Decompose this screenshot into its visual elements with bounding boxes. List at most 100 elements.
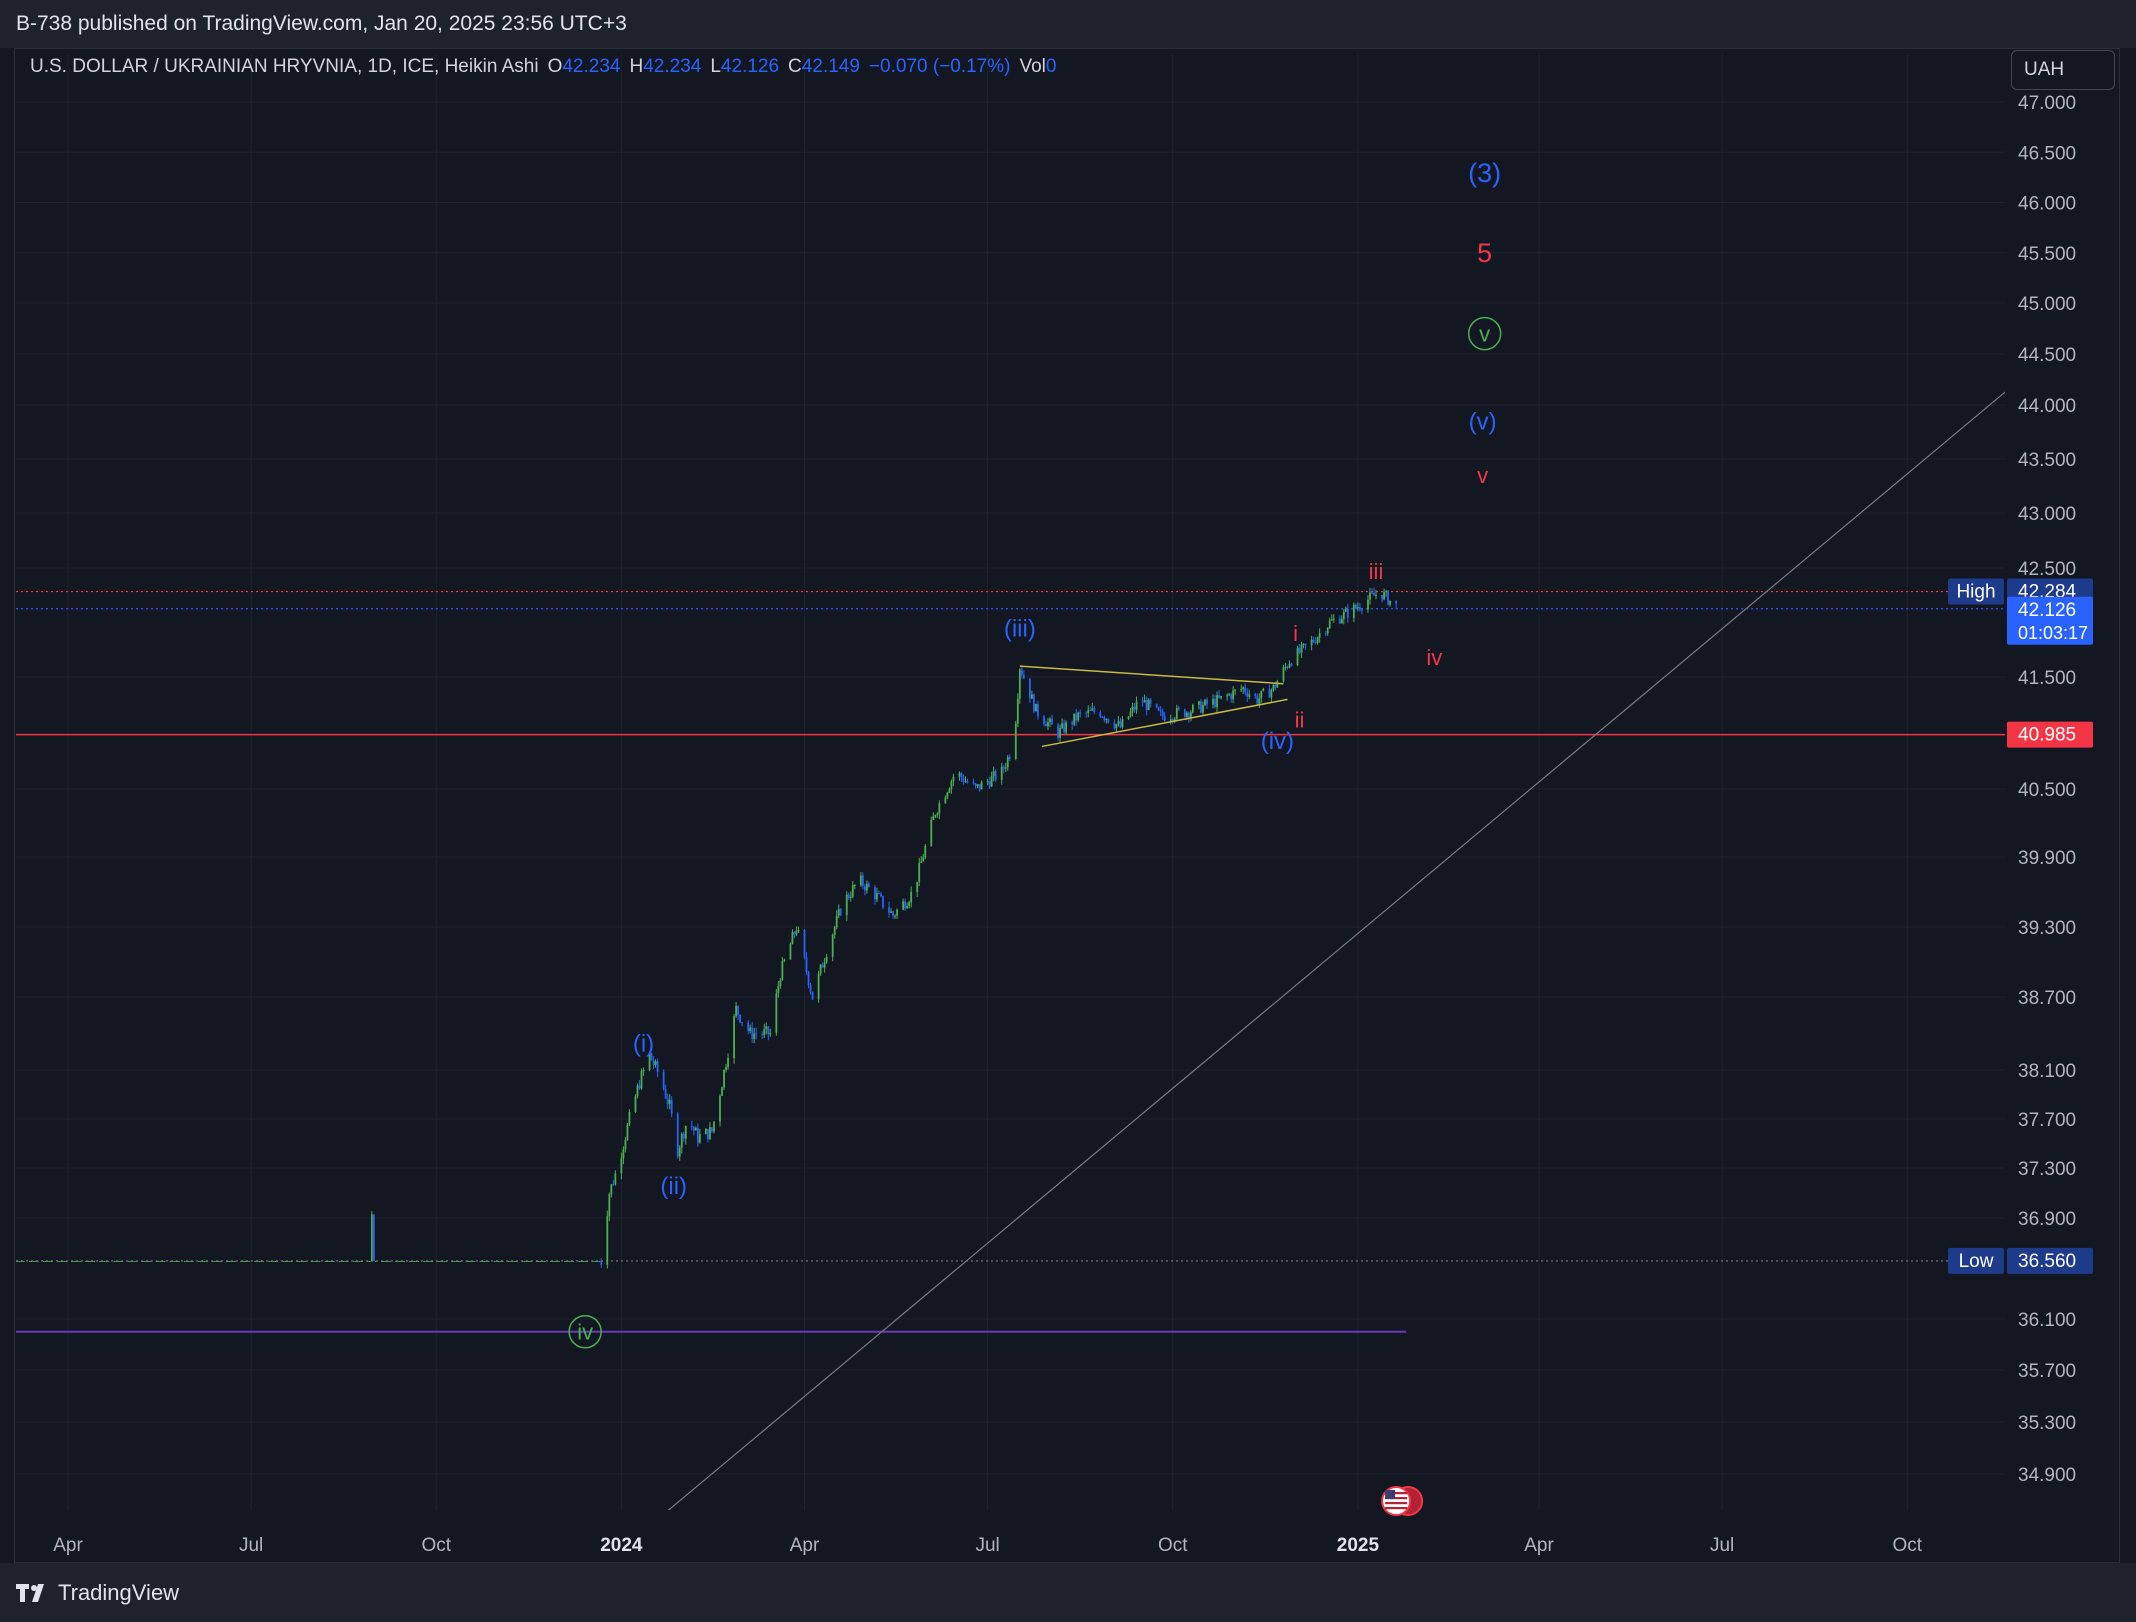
triangle-line-1[interactable] (1019, 665, 1284, 685)
low-value: 42.126 (720, 56, 780, 77)
candle-body (276, 1260, 279, 1262)
candle-body (342, 1260, 345, 1262)
price-tag-label-box (1948, 1247, 2004, 1274)
time-tick-label: Oct (1892, 1535, 1922, 1556)
candle-body (1256, 696, 1259, 704)
wave-label[interactable]: v (1479, 321, 1490, 346)
wave-label[interactable]: v (1477, 463, 1488, 488)
candle-body (9, 1261, 11, 1262)
candle-body (819, 964, 822, 974)
wave-label[interactable]: (3) (1468, 158, 1501, 188)
time-tick-label: Apr (53, 1535, 83, 1556)
candle-body (262, 1260, 265, 1262)
trend-line[interactable] (650, 390, 2008, 1526)
wave-label[interactable]: (iv) (1261, 728, 1294, 755)
candle-body (1187, 712, 1190, 718)
candle-body (692, 1126, 695, 1131)
candle-body (183, 1260, 186, 1262)
candle-body (1346, 608, 1349, 618)
price-tag-label: Low (1959, 1251, 1994, 1272)
candle-body (612, 1184, 615, 1186)
candle-body (831, 935, 834, 957)
triangle-line-2[interactable] (1041, 698, 1288, 748)
candle-body (725, 1067, 727, 1070)
candle-body (1272, 684, 1275, 691)
candle-body (552, 1260, 554, 1262)
candle-body (568, 1260, 570, 1262)
wave-label[interactable]: iv (577, 1319, 593, 1344)
candle-body (332, 1260, 335, 1262)
wave-label[interactable]: 5 (1477, 238, 1492, 268)
wave-label[interactable]: (ii) (660, 1173, 687, 1200)
candle-body (1312, 639, 1315, 642)
candles[interactable] (5, 587, 1398, 1269)
wave-label[interactable]: (iii) (1004, 615, 1036, 642)
change-value: −0.070 (−0.17%) (868, 56, 1011, 77)
candle-body (1304, 643, 1307, 646)
candle-body (203, 1260, 206, 1262)
candle-body (1157, 707, 1160, 711)
candle-body (1047, 721, 1049, 727)
candle-body (624, 1139, 627, 1150)
candle-body (1121, 719, 1124, 728)
wave-label[interactable]: (v) (1469, 409, 1497, 436)
candle-body (310, 1260, 313, 1262)
time-axis[interactable]: Apr Jul Oct 2024 Apr Jul Oct 2025 Apr Jul Oct (53, 1535, 1923, 1556)
price-axis[interactable]: 47.000 46.500 46.000 45.500 45.000 44.500 44.0… (2018, 93, 2076, 1486)
candle-body (676, 1113, 679, 1157)
candle-body (381, 1260, 383, 1262)
candle-body (32, 1260, 35, 1262)
candle-body (1226, 695, 1228, 697)
candle-body (1369, 592, 1371, 600)
symbol-name[interactable]: U.S. DOLLAR / UKRAINIAN HRYVNIA, 1D, ICE… (30, 56, 539, 77)
candle-body (608, 1194, 611, 1217)
candle-body (906, 905, 909, 909)
plot-area[interactable] (5, 390, 2008, 1526)
candle-body (465, 1260, 468, 1262)
candle-body (473, 1260, 476, 1262)
candle-body (397, 1260, 399, 1262)
candle-body (664, 1089, 667, 1099)
wave-label[interactable]: i (1293, 621, 1298, 646)
candle-body (936, 813, 939, 816)
candle-body (141, 1260, 144, 1262)
candle-body (296, 1260, 299, 1262)
candle-body (952, 776, 955, 782)
candle-body (423, 1260, 426, 1262)
candle-body (622, 1149, 625, 1159)
open-label: O (547, 56, 563, 77)
candle-body (228, 1260, 230, 1262)
candle-body (1143, 699, 1146, 703)
wave-label[interactable]: (i) (633, 1031, 654, 1058)
candle-body (680, 1133, 683, 1148)
candle-body (916, 881, 919, 892)
candle-body (1057, 724, 1059, 738)
candle-body (1371, 592, 1373, 594)
candle-body (1274, 684, 1277, 688)
candle-body (18, 1260, 21, 1262)
candle-body (244, 1260, 246, 1262)
wave-label[interactable]: iii (1369, 559, 1384, 584)
candle-body (1288, 663, 1291, 668)
candle-body (570, 1260, 572, 1262)
wave-label-circle (568, 1315, 602, 1349)
candle-body (859, 875, 862, 885)
currency-button[interactable]: UAH (2011, 50, 2115, 90)
us-flag-icon[interactable] (1381, 1486, 1424, 1516)
chart-frame[interactable] (14, 48, 2120, 1563)
candle-body (795, 930, 798, 935)
candle-body (638, 1085, 641, 1089)
price-tick-label: 38.100 (2018, 1061, 2076, 1082)
wave-label[interactable]: iv (1426, 645, 1442, 670)
candle-body (248, 1260, 251, 1262)
candle-body (554, 1260, 556, 1262)
wave-label[interactable]: ii (1295, 707, 1305, 732)
candle-body (91, 1260, 94, 1262)
candle-body (314, 1260, 317, 1262)
candle-body (797, 930, 800, 932)
tradingview-brand[interactable]: TradingView (16, 1580, 179, 1606)
candle-body (580, 1260, 583, 1262)
candle-body (427, 1260, 430, 1262)
